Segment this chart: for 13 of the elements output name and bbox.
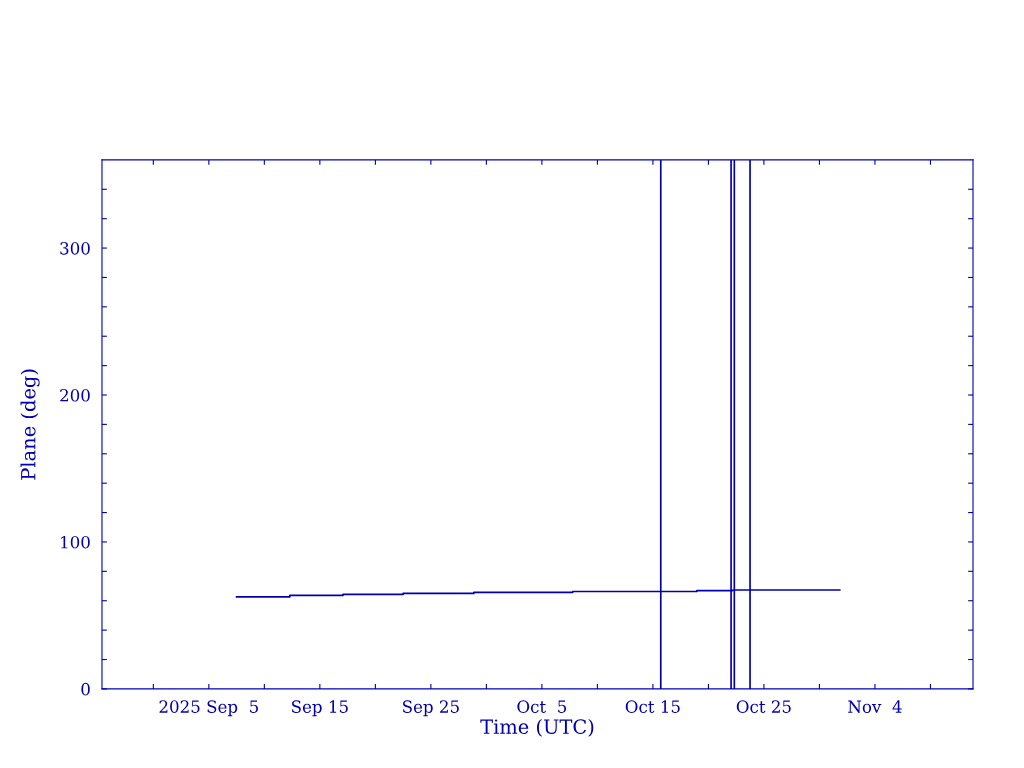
- y-tick-label: 0: [81, 682, 90, 696]
- y-tick-label: 100: [61, 535, 90, 549]
- y-tick-label: 200: [60, 388, 90, 402]
- x-tick-label: Nov 4: [848, 700, 902, 713]
- x-tick-label: 2025 Sep 5: [159, 700, 258, 717]
- x-tick-label: Sep 15: [292, 700, 348, 717]
- x-tick-label: Oct 5: [517, 700, 567, 713]
- x-tick-label: Oct 15: [625, 700, 680, 713]
- y-axis-title: Plane (deg): [20, 369, 40, 480]
- x-tick-label: Sep 25: [403, 700, 459, 717]
- x-tick-label: Oct 25: [736, 700, 791, 713]
- y-tick-label: 300: [60, 242, 90, 255]
- x-axis-title: Time (UTC): [480, 718, 594, 737]
